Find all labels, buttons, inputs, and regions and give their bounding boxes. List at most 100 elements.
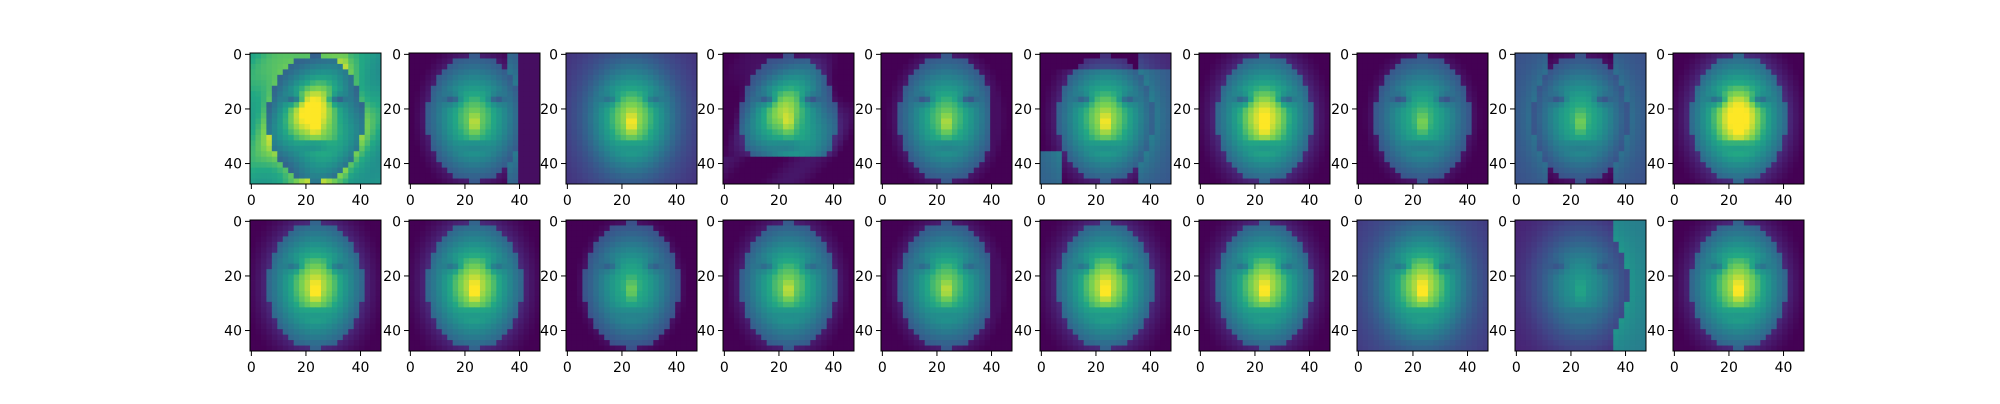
y-tick-label: 0 — [706, 214, 715, 230]
x-tick-label: 40 — [1775, 193, 1793, 209]
y-tick-label: 20 — [1489, 269, 1507, 285]
x-tick-label: 0 — [878, 193, 887, 209]
y-tick-label: 0 — [549, 47, 558, 63]
y-tick-label: 40 — [540, 157, 558, 173]
y-tick-label: 40 — [1647, 324, 1665, 340]
x-tick-label: 0 — [247, 360, 256, 376]
x-tick-label: 20 — [297, 360, 315, 376]
image-heatmap — [1199, 53, 1330, 184]
x-tick-label: 20 — [297, 193, 315, 209]
x-tick-label: 40 — [352, 193, 370, 209]
x-tick-label: 20 — [770, 360, 788, 376]
x-tick-label: 20 — [613, 193, 631, 209]
x-tick-label: 0 — [720, 360, 729, 376]
x-tick-label: 20 — [1720, 193, 1738, 209]
y-tick-label: 0 — [864, 47, 873, 63]
y-tick-label: 20 — [1014, 102, 1032, 118]
y-tick-label: 40 — [855, 324, 873, 340]
y-tick-label: 40 — [697, 324, 715, 340]
x-tick-label: 40 — [668, 360, 686, 376]
image-heatmap — [566, 220, 697, 351]
x-tick-label: 20 — [1404, 193, 1422, 209]
y-tick-label: 0 — [549, 214, 558, 230]
x-tick-label: 20 — [1562, 360, 1580, 376]
y-tick-label: 20 — [383, 102, 401, 118]
y-tick-label: 0 — [1182, 47, 1191, 63]
image-heatmap — [250, 220, 381, 351]
y-tick-label: 0 — [233, 47, 242, 63]
x-tick-label: 20 — [613, 360, 631, 376]
x-tick-label: 20 — [928, 360, 946, 376]
y-tick-label: 0 — [1498, 214, 1507, 230]
x-tick-label: 20 — [1404, 360, 1422, 376]
y-tick-label: 20 — [224, 102, 242, 118]
image-heatmap — [1040, 220, 1171, 351]
x-tick-label: 20 — [456, 193, 474, 209]
x-tick-label: 20 — [1720, 360, 1738, 376]
y-tick-label: 40 — [855, 157, 873, 173]
y-tick-label: 40 — [1173, 324, 1191, 340]
y-tick-label: 40 — [1647, 157, 1665, 173]
y-tick-label: 0 — [392, 47, 401, 63]
y-tick-label: 20 — [855, 269, 873, 285]
y-tick-label: 0 — [1023, 47, 1032, 63]
x-tick-label: 40 — [825, 360, 843, 376]
y-tick-label: 40 — [1173, 157, 1191, 173]
y-tick-label: 40 — [540, 324, 558, 340]
image-heatmap — [1357, 220, 1488, 351]
x-tick-label: 0 — [1354, 193, 1363, 209]
x-tick-label: 20 — [456, 360, 474, 376]
x-tick-label: 0 — [406, 360, 415, 376]
y-tick-label: 0 — [706, 47, 715, 63]
y-tick-label: 40 — [1331, 324, 1349, 340]
y-tick-label: 0 — [392, 214, 401, 230]
x-tick-label: 20 — [1087, 193, 1105, 209]
reconstruction-row: 0 20 40 0 20 40 0 20 40 0 20 40 0 20 40 0 20 40 0 20 40 0 20 40… — [224, 214, 1804, 376]
y-tick-label: 40 — [1489, 157, 1507, 173]
x-tick-label: 0 — [1196, 360, 1205, 376]
x-tick-label: 40 — [1142, 360, 1160, 376]
y-tick-label: 40 — [224, 157, 242, 173]
y-tick-label: 0 — [1656, 47, 1665, 63]
y-tick-label: 0 — [864, 214, 873, 230]
x-tick-label: 40 — [1775, 360, 1793, 376]
x-tick-label: 40 — [1617, 360, 1635, 376]
y-tick-label: 0 — [1023, 214, 1032, 230]
x-tick-label: 0 — [720, 193, 729, 209]
x-tick-label: 0 — [1037, 193, 1046, 209]
y-tick-label: 20 — [1331, 102, 1349, 118]
x-tick-label: 0 — [878, 360, 887, 376]
y-tick-label: 20 — [697, 102, 715, 118]
x-tick-label: 20 — [928, 193, 946, 209]
x-tick-label: 0 — [563, 360, 572, 376]
y-tick-label: 20 — [697, 269, 715, 285]
image-heatmap — [1199, 220, 1330, 351]
y-tick-label: 0 — [1498, 47, 1507, 63]
image-heatmap — [881, 53, 1012, 184]
y-tick-label: 20 — [855, 102, 873, 118]
y-tick-label: 0 — [1182, 214, 1191, 230]
image-heatmap — [1515, 220, 1646, 351]
image-heatmap — [409, 220, 540, 351]
x-tick-label: 40 — [668, 193, 686, 209]
image-heatmap — [566, 53, 697, 184]
x-tick-label: 0 — [406, 193, 415, 209]
x-tick-label: 20 — [1562, 193, 1580, 209]
x-tick-label: 0 — [1512, 360, 1521, 376]
image-heatmap — [1357, 53, 1488, 184]
